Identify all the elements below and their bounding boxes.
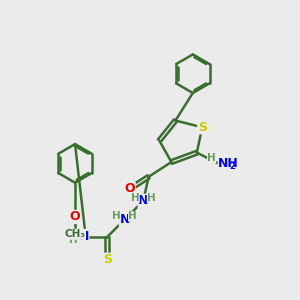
Text: H: H	[128, 212, 137, 221]
Text: S: S	[198, 121, 207, 134]
Text: H: H	[112, 212, 121, 221]
Text: H: H	[207, 153, 216, 163]
Text: N: N	[138, 194, 148, 207]
Text: N: N	[119, 213, 130, 226]
Text: N: N	[78, 230, 89, 244]
Text: CH₃: CH₃	[64, 229, 86, 239]
Text: H: H	[69, 235, 78, 245]
Text: O: O	[70, 210, 80, 224]
Text: O: O	[124, 182, 135, 195]
Text: H: H	[147, 193, 156, 202]
Text: NH: NH	[218, 157, 239, 170]
Text: H: H	[131, 193, 140, 202]
Text: S: S	[103, 253, 112, 266]
Text: 2: 2	[229, 162, 235, 171]
